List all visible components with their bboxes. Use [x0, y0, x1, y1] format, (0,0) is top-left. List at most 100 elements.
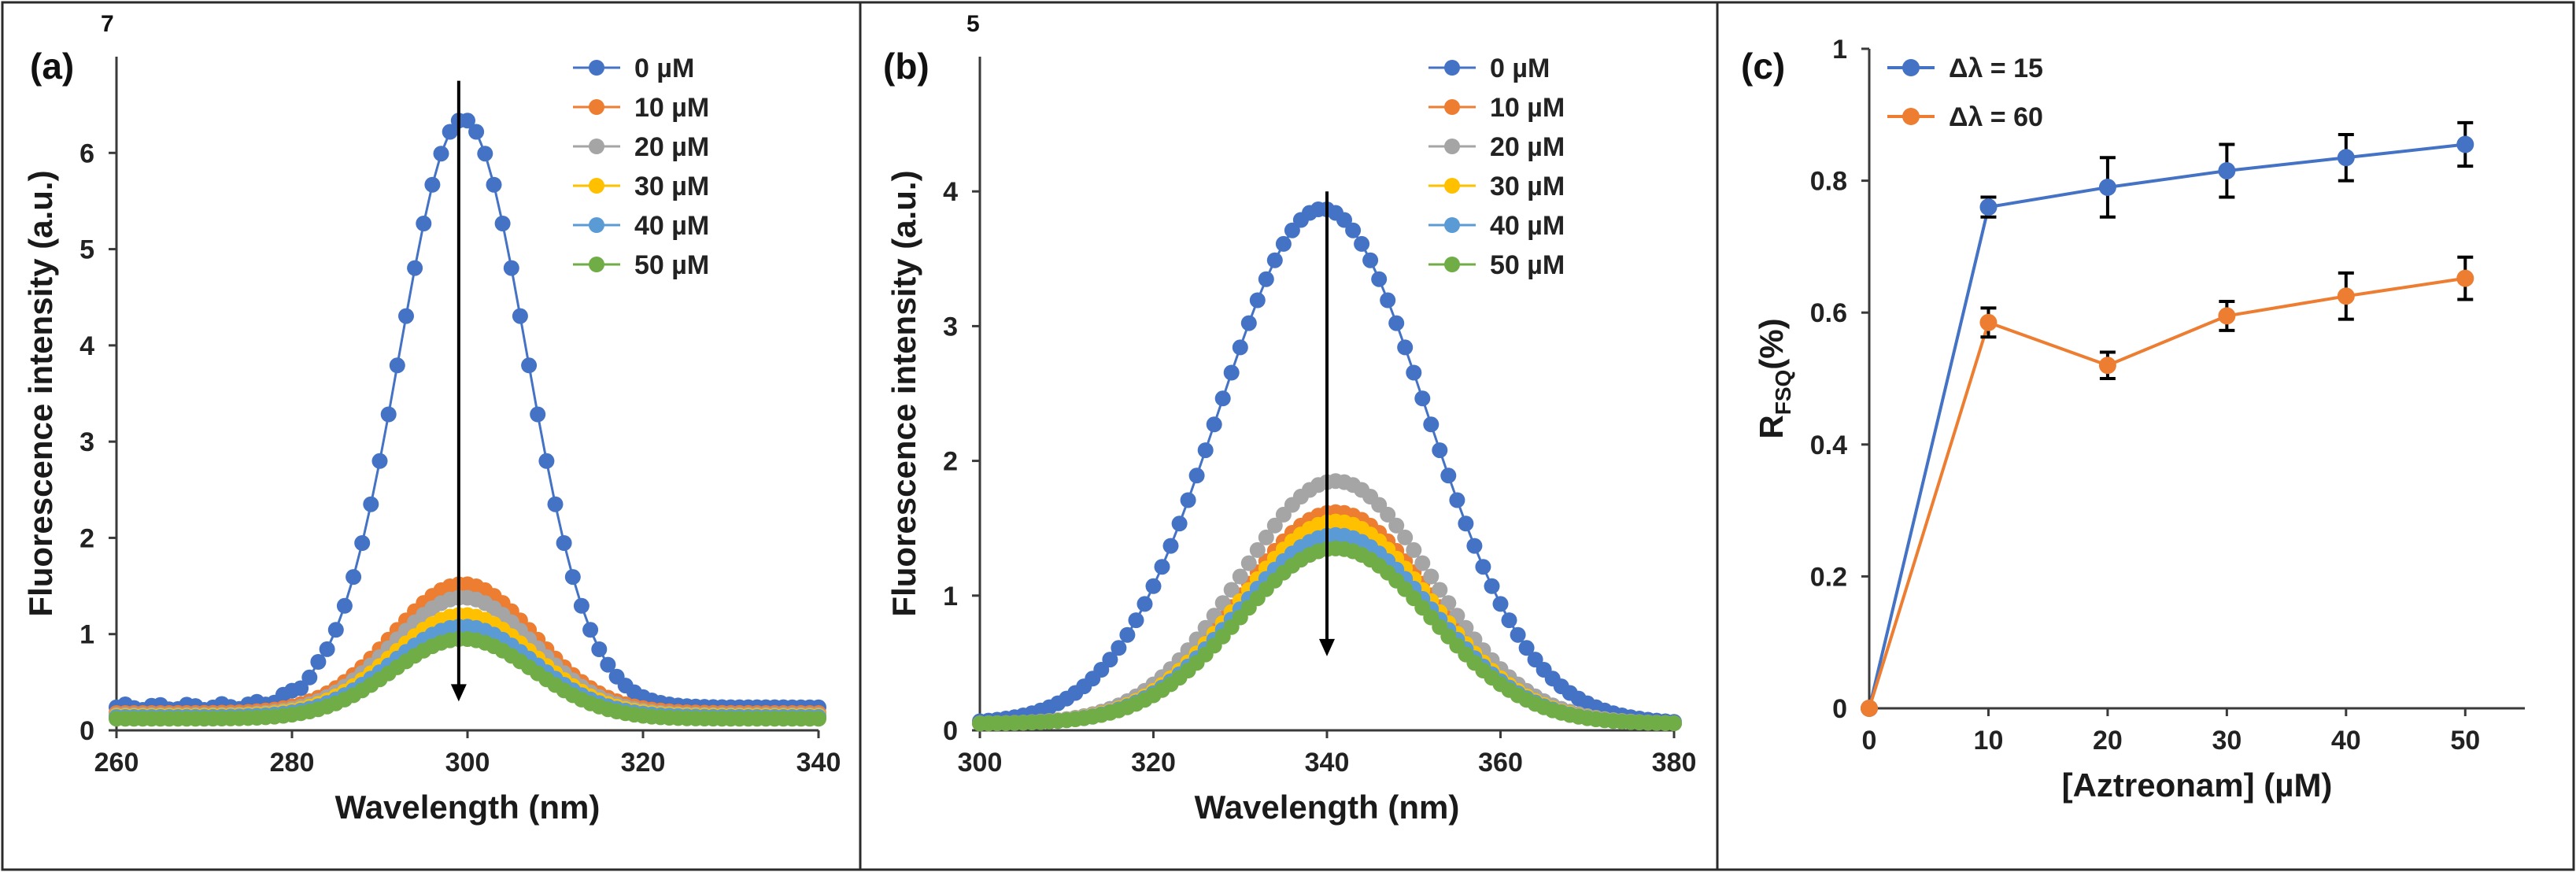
y-tick-label: 0 [1832, 694, 1847, 724]
x-tick-label: 340 [796, 748, 841, 778]
data-point [380, 406, 397, 423]
data-point [398, 308, 414, 324]
data-point [1111, 640, 1127, 656]
legend-label: 0 µM [634, 54, 694, 83]
data-point [2218, 162, 2236, 180]
legend-marker [1444, 178, 1460, 194]
data-point [556, 535, 572, 551]
x-tick-label: 0 [1862, 726, 1877, 756]
data-point [1414, 390, 1431, 407]
legend-marker [1444, 257, 1460, 272]
data-point [1180, 492, 1196, 508]
y-tick-label: 1 [943, 582, 958, 612]
data-point [1154, 559, 1170, 575]
data-point [1249, 541, 1266, 558]
data-point [460, 113, 475, 129]
data-point [494, 216, 511, 231]
x-axis-title: Wavelength (nm) [1195, 789, 1460, 826]
data-point [2098, 178, 2116, 196]
data-point [1362, 252, 1379, 268]
data-point [310, 654, 327, 670]
legend-label: 40 µM [1490, 211, 1565, 241]
y-axis-title: Fluorescence intensity (a.u.) [885, 170, 922, 616]
data-point [293, 680, 309, 696]
legend-label: 20 µM [1490, 132, 1565, 162]
legend-marker [589, 99, 604, 115]
data-point [1275, 235, 1292, 252]
data-point [354, 535, 371, 551]
data-point [538, 453, 555, 469]
trend-arrow-head [1319, 638, 1335, 656]
data-point [1388, 517, 1405, 534]
legend-marker [589, 257, 604, 272]
data-point [486, 176, 502, 193]
data-point [477, 146, 493, 162]
data-point [1406, 364, 1422, 381]
legend-label: 30 µM [1490, 172, 1565, 201]
legend-marker [1902, 108, 1920, 125]
trend-arrow-head [450, 684, 467, 702]
data-point [582, 622, 599, 638]
data-point [530, 406, 546, 423]
data-point [1345, 222, 1362, 238]
data-point [521, 357, 538, 374]
data-point [346, 569, 362, 586]
data-point [547, 496, 564, 512]
y-axis-max-label: 7 [101, 11, 114, 37]
legend-label: 40 µM [634, 211, 709, 241]
data-point [1284, 222, 1300, 238]
x-tick-label: 320 [621, 748, 666, 778]
data-point [319, 641, 335, 657]
legend-label: 10 µM [634, 93, 709, 123]
data-point [1258, 529, 1274, 545]
data-point [600, 656, 616, 673]
series-1 [1861, 255, 2474, 717]
data-point [1249, 292, 1266, 309]
x-axis-title: Wavelength (nm) [335, 789, 601, 826]
data-point [512, 308, 528, 324]
data-point [1136, 596, 1153, 612]
data-point [407, 260, 423, 276]
legend-label: Δλ = 15 [1949, 54, 2043, 83]
data-point [1266, 252, 1283, 268]
legend-marker [589, 217, 604, 233]
data-point [1666, 715, 1682, 731]
data-point [1232, 339, 1248, 356]
legend-marker [589, 139, 604, 154]
legend-label: Δλ = 60 [1949, 102, 2043, 132]
data-point [1188, 467, 1205, 484]
data-point [1240, 315, 1257, 331]
data-point [1223, 364, 1240, 381]
data-point [1354, 235, 1370, 252]
data-point [1145, 578, 1162, 594]
data-point [327, 622, 344, 638]
data-point [1423, 568, 1440, 585]
data-point [1380, 506, 1396, 523]
data-point [1432, 582, 1448, 598]
legend-label: 50 µM [634, 250, 709, 280]
y-tick-label: 0.8 [1810, 167, 1847, 197]
y-tick-label: 0.4 [1810, 430, 1847, 460]
data-point [1197, 442, 1214, 459]
x-tick-label: 10 [1974, 726, 2004, 756]
data-point [591, 641, 608, 657]
panel-label: (c) [1741, 46, 1785, 87]
data-point [442, 124, 458, 140]
y-tick-label: 0 [79, 716, 94, 746]
data-point [811, 711, 826, 727]
data-point [1484, 578, 1500, 594]
data-point [2456, 135, 2474, 153]
y-tick-label: 4 [79, 331, 94, 361]
data-point [1440, 467, 1457, 484]
data-point [1371, 271, 1388, 287]
y-axis-title: RFSQ(%) [1753, 318, 1795, 438]
x-tick-label: 280 [270, 748, 315, 778]
data-point [1397, 529, 1414, 545]
data-point [1336, 212, 1352, 228]
data-point [1432, 442, 1448, 459]
series-5 [109, 631, 826, 727]
data-point [1501, 612, 1517, 629]
y-tick-label: 0.2 [1810, 562, 1847, 592]
x-tick-label: 300 [958, 748, 1003, 778]
data-point [371, 453, 388, 469]
